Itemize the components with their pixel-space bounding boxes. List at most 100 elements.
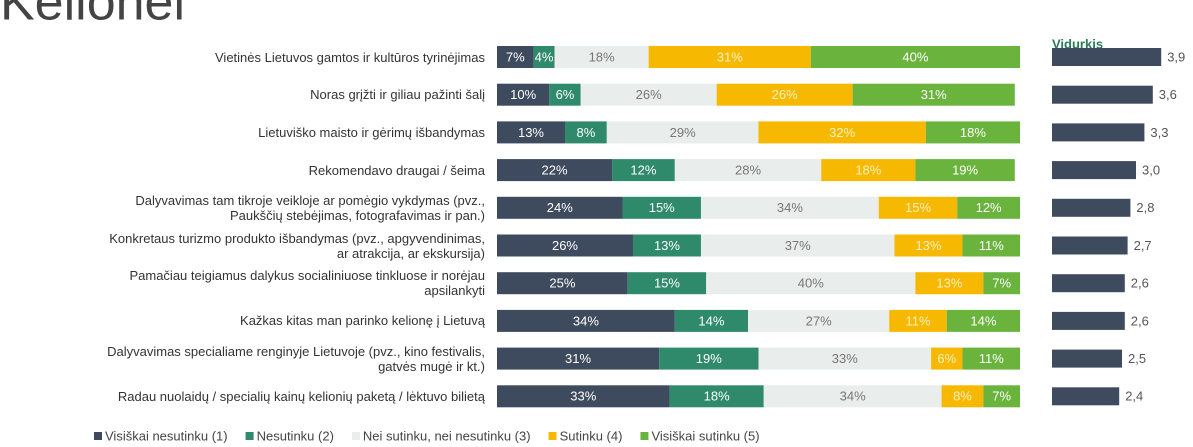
bar-segment [497, 309, 675, 332]
bar-segment [700, 196, 879, 219]
mean-bar [1052, 198, 1131, 217]
mean-bar [1052, 161, 1136, 180]
data-label: 12% [976, 200, 1002, 215]
data-label: 28% [735, 163, 761, 178]
mean-label: 2,4 [1125, 389, 1143, 404]
data-label: 26% [552, 238, 578, 253]
mean-bar [1052, 123, 1145, 142]
bar-segment [758, 121, 926, 144]
legend-swatch [548, 432, 557, 440]
mean-label: 3,6 [1159, 87, 1177, 102]
category-label: Dalyvavimas specialiame renginyje Lietuv… [107, 343, 485, 374]
bar-segment [497, 272, 628, 295]
bar-segment [497, 46, 534, 68]
data-label: 18% [855, 163, 881, 178]
mean-bar [1052, 85, 1153, 104]
data-label: 32% [829, 125, 855, 140]
mean-bar [1052, 236, 1128, 255]
bar-segment [554, 46, 649, 68]
legend-label: Nesutinku (2) [257, 428, 334, 443]
bar-segment [706, 272, 916, 295]
bar-segment [925, 121, 1020, 144]
category-label: Noras grįžti ir giliau pažinti šalį [310, 87, 485, 103]
data-label: 26% [636, 87, 662, 102]
bar-segment [821, 159, 916, 182]
data-label: 34% [777, 200, 803, 215]
category-label: Rekomendavo draugai / šeima [308, 162, 485, 178]
bar-segment [497, 159, 613, 182]
data-label: 40% [798, 276, 824, 291]
data-label: 13% [654, 238, 680, 253]
data-label: 18% [589, 49, 615, 64]
legend-swatch [640, 432, 649, 440]
bar-segment [659, 347, 759, 370]
data-label: 18% [704, 389, 730, 404]
data-label: 15% [649, 200, 675, 215]
data-label: 15% [654, 276, 680, 291]
bar-segment [748, 309, 890, 332]
mean-label: 2,6 [1131, 313, 1149, 328]
legend-swatch [245, 432, 254, 440]
bar-segment [669, 385, 764, 408]
data-label: 14% [970, 313, 996, 328]
bar-segment [915, 272, 984, 295]
legend-swatch [351, 432, 360, 440]
bar-segment [915, 159, 1015, 182]
mean-label: 3,0 [1142, 163, 1160, 178]
data-label: 7% [506, 49, 525, 64]
category-label: Kažkas kitas man parinko kelionę į Lietu… [240, 313, 485, 329]
data-label: 6% [556, 87, 575, 102]
data-label: 33% [570, 389, 596, 404]
bar-segment [889, 309, 947, 332]
bar-segment [983, 385, 1020, 408]
category-label: Lietuviško maisto ir gėrimų išbandymas [258, 124, 485, 140]
data-label: 19% [952, 163, 978, 178]
mean-bar [1052, 349, 1122, 368]
legend-swatch [94, 432, 102, 440]
category-label: Vietinės Lietuvos gamtos ir kultūros tyr… [215, 49, 485, 65]
chart-title: Kelionei [0, 0, 185, 32]
bar-segment [983, 272, 1020, 295]
bar-segment [810, 46, 1020, 68]
data-label: 8% [953, 389, 972, 404]
data-label: 40% [902, 49, 928, 64]
bar-segment [497, 234, 633, 257]
data-label: 10% [510, 87, 536, 102]
bar-segment [606, 121, 759, 144]
bar-segment [497, 121, 565, 144]
data-label: 14% [698, 313, 724, 328]
data-label: 34% [573, 313, 599, 328]
data-label: 34% [840, 389, 866, 404]
data-label: 31% [565, 351, 591, 366]
data-label: 22% [542, 163, 568, 178]
category-label: Pamačiau teigiamus dalykus socialiniuose… [129, 268, 485, 299]
data-label: 33% [832, 351, 858, 366]
legend-label: Visiškai nesutinku (1) [105, 428, 228, 443]
data-label: 26% [772, 87, 798, 102]
mean-bar [1052, 48, 1162, 66]
bar-segment [632, 234, 701, 257]
bar-segment [533, 46, 555, 68]
data-label: 4% [535, 49, 554, 64]
bar-segment [497, 385, 670, 408]
category-label: Dalyvavimas tam tikroje veikloje ar pomė… [135, 192, 485, 223]
legend-label: Visiškai sutinku (5) [651, 428, 759, 443]
bar-segment [564, 121, 607, 144]
data-label: 8% [577, 125, 596, 140]
legend-label: Sutinku (4) [560, 428, 623, 443]
bar-segment [946, 309, 1020, 332]
data-label: 29% [670, 125, 696, 140]
legend-label: Nei sutinku, nei nesutinku (3) [363, 428, 531, 443]
data-label: 15% [905, 200, 931, 215]
bar-segment [674, 159, 822, 182]
data-label: 11% [979, 351, 1004, 366]
mean-label: 2,5 [1128, 351, 1146, 366]
bar-segment [648, 46, 811, 68]
mean-label: 2,8 [1136, 200, 1154, 215]
bar-segment [674, 309, 749, 332]
bar-segment [941, 385, 984, 408]
data-label: 7% [992, 276, 1011, 291]
bar-segment [957, 196, 1020, 219]
